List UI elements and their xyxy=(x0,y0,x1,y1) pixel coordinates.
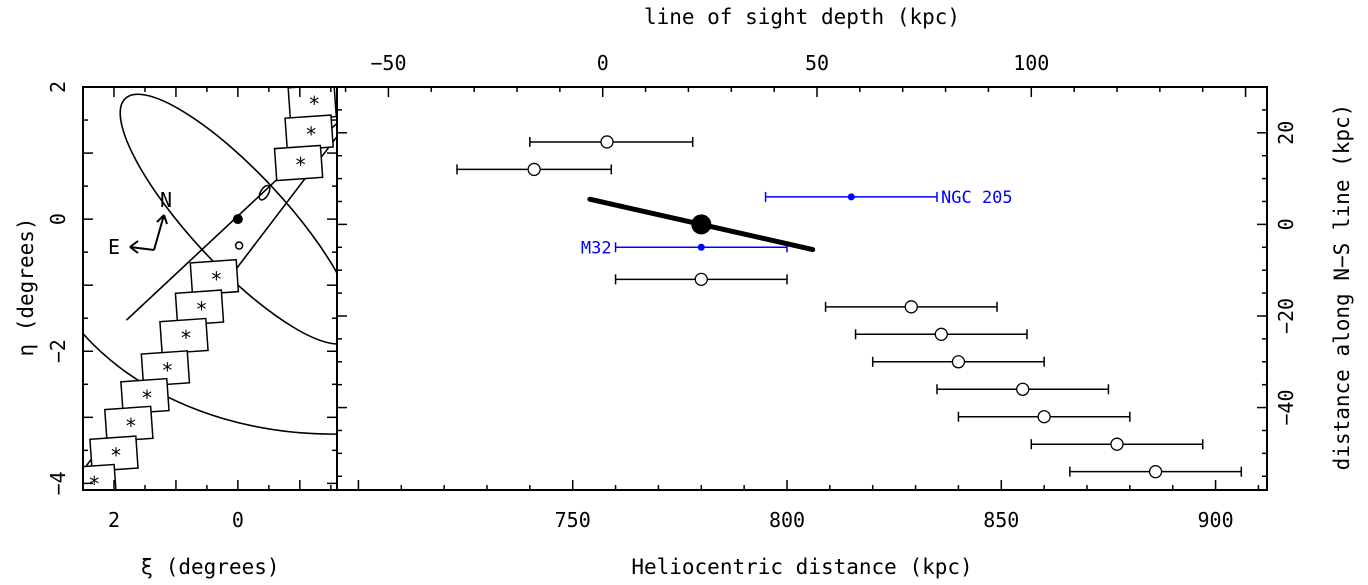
field-distance-point xyxy=(614,272,788,286)
left-y-tick-label: 0 xyxy=(46,213,70,225)
satellite-label: M32 xyxy=(581,238,612,258)
data-point xyxy=(1037,410,1051,424)
field-box: * xyxy=(120,377,170,415)
right-panel-distance-plot: 750 800 850 900 −50 0 50 100 20 0 −20 −40 NGC 205 M32 xyxy=(336,51,1298,532)
east-arrow xyxy=(129,246,155,251)
left-y-tick-label: −2 xyxy=(46,339,70,363)
left-y-tick-label: −4 xyxy=(46,471,70,495)
data-point xyxy=(1148,465,1163,479)
right-y-tick-label: −40 xyxy=(1274,390,1298,426)
data-point xyxy=(527,162,541,177)
left-x-axis-label: ξ (degrees) xyxy=(140,555,279,579)
field-star-marker: * xyxy=(181,326,191,350)
bottom-x-tick-label: 800 xyxy=(769,508,805,532)
satellite-point: NGC 205 xyxy=(764,188,1013,208)
m32-marker xyxy=(234,241,244,250)
inner-ellipse xyxy=(119,93,337,345)
field-star-marker: * xyxy=(309,92,319,116)
left-plot-area: *********** xyxy=(83,87,337,496)
left-y-axis-label: η (degrees) xyxy=(14,217,38,356)
field-box: * xyxy=(89,435,139,473)
satellite-point: M32 xyxy=(581,238,788,258)
right-x-axis-label: Heliocentric distance (kpc) xyxy=(631,555,972,579)
field-distance-point xyxy=(824,300,998,314)
field-distance-point xyxy=(871,355,1045,369)
field-distance-point xyxy=(1030,437,1204,451)
field-star-marker: * xyxy=(126,414,136,438)
field-box: * xyxy=(273,144,324,182)
right-plot-frame xyxy=(336,86,1268,491)
top-x-tick-label: −50 xyxy=(370,51,406,75)
data-point xyxy=(694,272,708,286)
field-distance-point xyxy=(529,135,694,149)
data-point xyxy=(904,300,918,314)
right-y-tick-label: 0 xyxy=(1274,218,1298,230)
ngc205-marker xyxy=(258,184,271,201)
field-box: * xyxy=(159,317,209,355)
field-distance-point xyxy=(456,162,613,177)
field-star-marker: * xyxy=(89,472,99,496)
field-star-marker: * xyxy=(296,153,306,177)
field-distance-point xyxy=(1069,465,1243,479)
field-star-marker: * xyxy=(111,444,121,468)
field-box: * xyxy=(284,114,334,151)
left-panel-sky-map: ***********NE2 020−2−4 xyxy=(46,81,338,532)
field-star-marker: * xyxy=(142,386,152,410)
right-y-tick-label: 20 xyxy=(1274,121,1298,145)
data-point xyxy=(847,193,855,201)
data-point xyxy=(1016,382,1030,396)
field-distance-point xyxy=(957,410,1131,424)
outer-ellipse xyxy=(83,332,337,435)
north-arrow xyxy=(153,214,165,251)
m31-center-dot xyxy=(232,214,243,225)
field-distance-point xyxy=(936,382,1110,396)
data-point xyxy=(1110,437,1124,451)
data-point xyxy=(697,243,705,251)
bottom-x-tick-label: 750 xyxy=(555,508,591,532)
left-x-tick-label: 0 xyxy=(232,508,244,532)
top-x-tick-label: 50 xyxy=(805,51,829,75)
field-star-marker: * xyxy=(162,358,172,382)
compass-rose: NE xyxy=(108,188,172,259)
bottom-x-tick-label: 850 xyxy=(983,508,1019,532)
top-x-tick-label: 100 xyxy=(1013,51,1049,75)
field-box: * xyxy=(189,258,240,296)
field-star-marker: * xyxy=(211,267,221,291)
field-distance-point xyxy=(854,327,1028,341)
compass-north-label: N xyxy=(160,188,172,212)
satellite-label: NGC 205 xyxy=(941,188,1013,208)
m31-center-point xyxy=(691,214,712,235)
right-top-axis-label: line of sight depth (kpc) xyxy=(644,5,960,29)
field-star-marker: * xyxy=(306,123,316,147)
field-box: * xyxy=(83,463,118,496)
left-x-tick-label: 2 xyxy=(108,508,120,532)
bottom-x-tick-label: 900 xyxy=(1198,508,1234,532)
right-y-axis-label: distance along N−S line (kpc) xyxy=(1330,104,1354,471)
left-y-tick-label: 2 xyxy=(46,81,70,93)
compass-east-label: E xyxy=(108,235,120,259)
right-y-tick-label: −20 xyxy=(1274,298,1298,334)
data-point xyxy=(951,355,966,369)
data-point xyxy=(600,135,614,149)
field-star-marker: * xyxy=(196,298,206,322)
top-x-tick-label: 0 xyxy=(597,51,609,75)
data-point xyxy=(934,327,948,341)
